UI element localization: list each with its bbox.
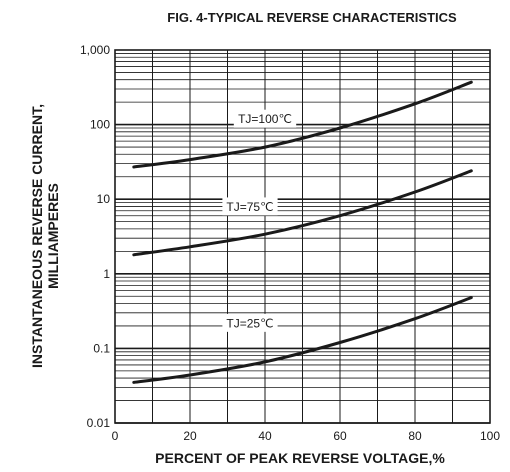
plot-frame	[114, 49, 491, 424]
y-tick-label: 100	[90, 118, 110, 132]
series-line-2	[132, 296, 473, 384]
y-axis-label-line-1: INSTANTANEOUS REVERSE CURRENT,	[29, 104, 45, 368]
curve-label-background	[222, 313, 278, 332]
curve-label-background	[233, 109, 297, 128]
curve-label-1: TJ=75℃	[226, 200, 273, 214]
curve-label-0: TJ=100℃	[238, 112, 292, 126]
curve-labels: TJ=100℃ TJ=75℃ TJ=25℃	[222, 109, 297, 332]
x-tick-label: 40	[258, 429, 272, 443]
x-tick-label: 80	[408, 429, 422, 443]
series-line-1	[132, 169, 473, 257]
series-line-0	[132, 80, 473, 169]
x-axis-label: PERCENT OF PEAK REVERSE VOLTAGE,%	[155, 450, 445, 466]
x-tick-label: 100	[480, 429, 500, 443]
x-tick-label: 60	[333, 429, 347, 443]
y-tick-label: 10	[97, 192, 111, 206]
y-tick-label: 0.01	[87, 416, 111, 430]
curves	[132, 80, 473, 384]
curve-label-2: TJ=25℃	[226, 316, 273, 330]
grid	[115, 50, 490, 424]
chart-title: FIG. 4-TYPICAL REVERSE CHARACTERISTICS	[167, 10, 457, 25]
tick-labels: 0.01 0.1 1 10 100 1,000 0 20 40 60 80 100	[80, 43, 500, 443]
y-axis-label-line-2: MILLIAMPERES	[45, 183, 61, 289]
x-tick-label: 20	[183, 429, 197, 443]
y-axis-label-group: INSTANTANEOUS REVERSE CURRENT, MILLIAMPE…	[29, 104, 61, 368]
y-tick-label: 0.1	[93, 341, 110, 355]
curve-label-background	[222, 197, 278, 216]
y-tick-label: 1,000	[80, 43, 110, 57]
y-tick-label: 1	[103, 267, 110, 281]
x-tick-label: 0	[112, 429, 119, 443]
